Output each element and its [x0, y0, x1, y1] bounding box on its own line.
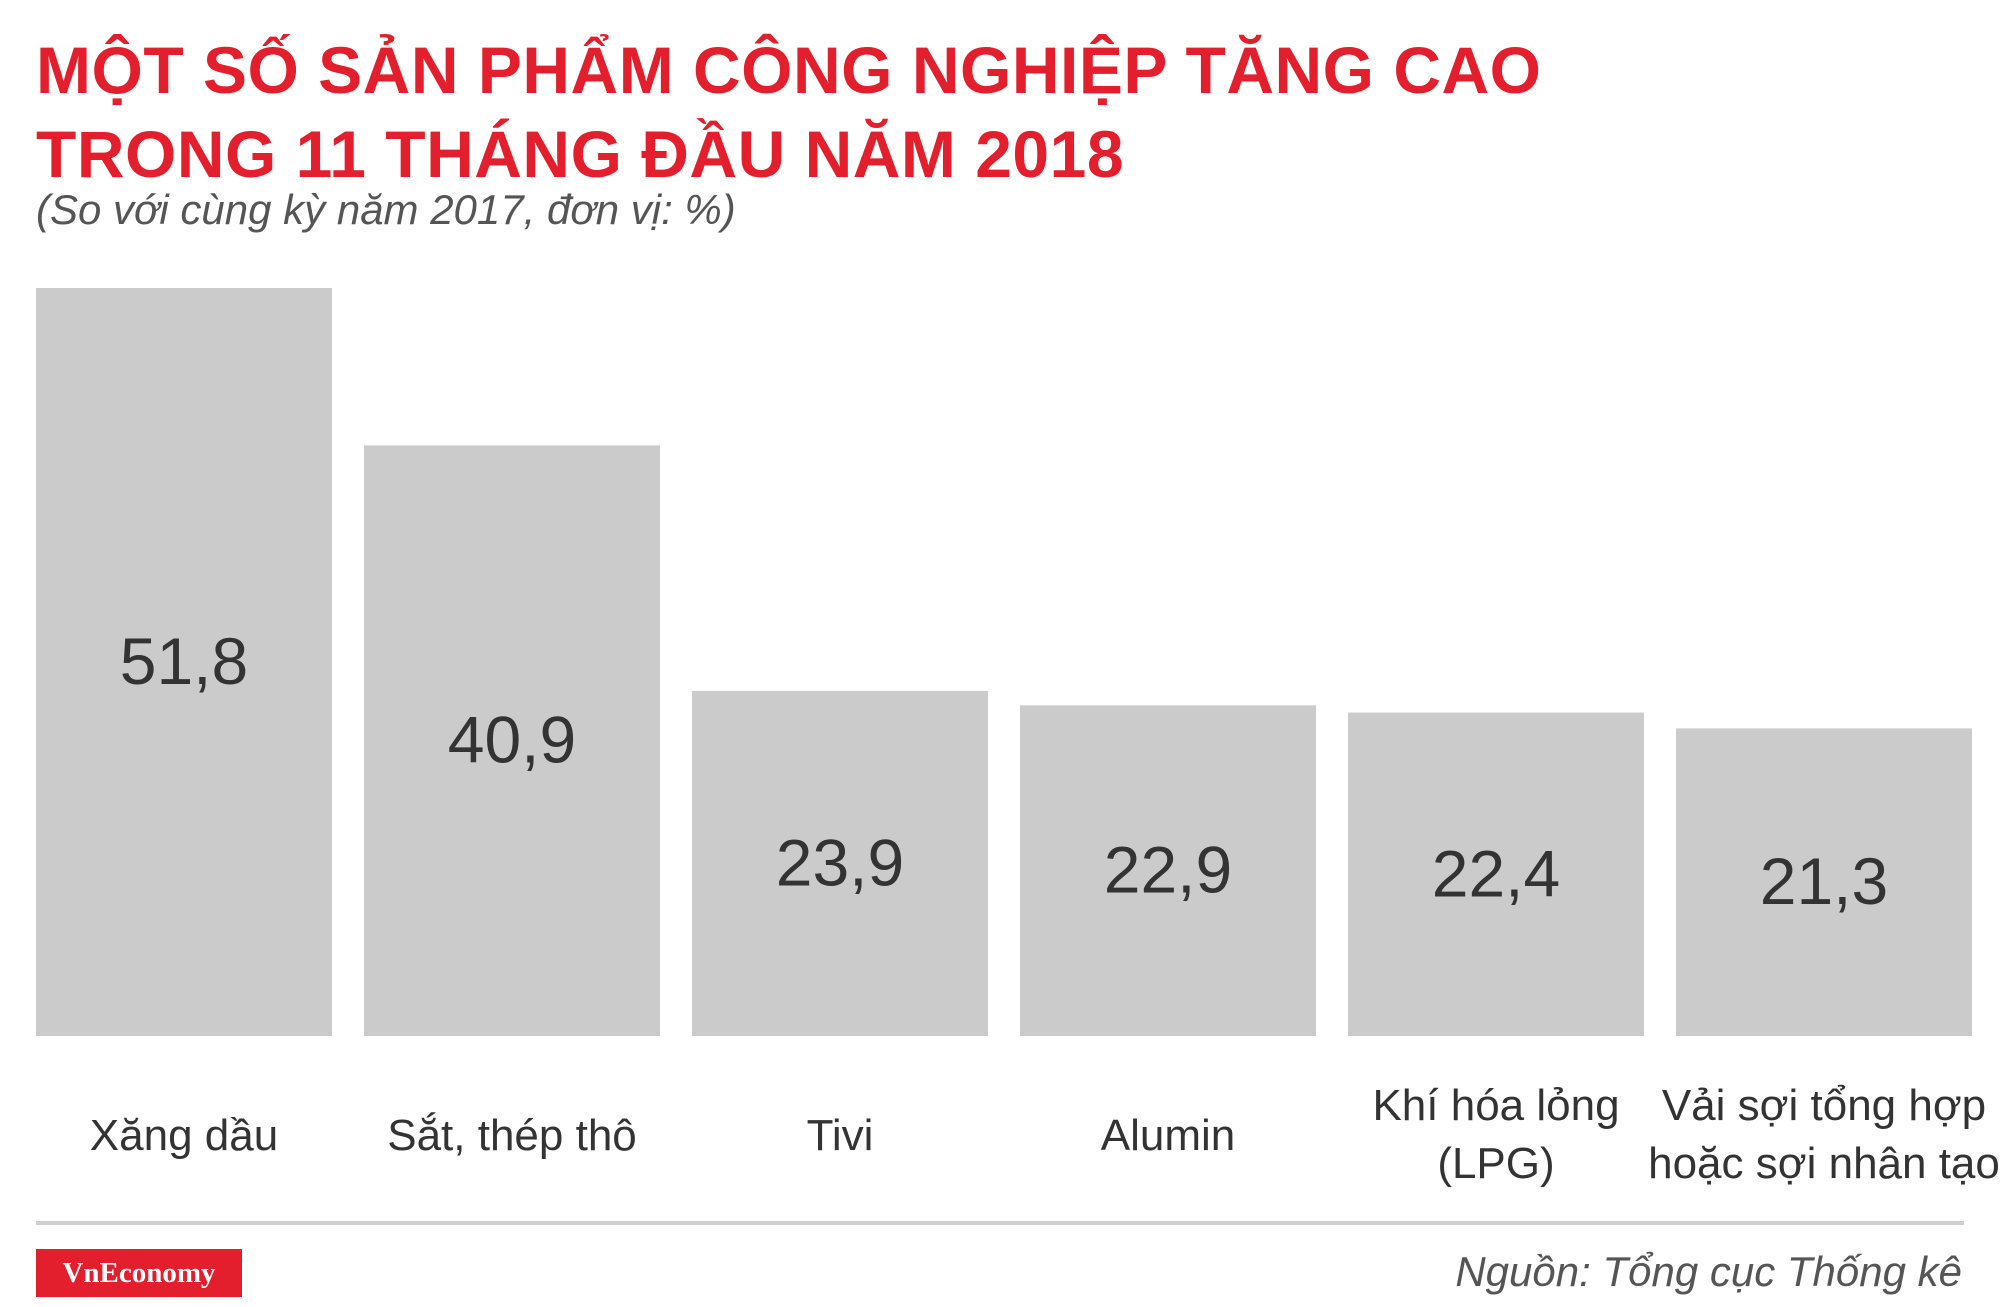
chart-subtitle: (So với cùng kỳ năm 2017, đơn vị: %)	[36, 186, 736, 233]
bar-value-label-4: 22,9	[1104, 833, 1232, 907]
bar-value-label-2: 40,9	[448, 703, 576, 777]
bar-6	[1676, 728, 1972, 1036]
category-label-6-line-2: hoặc sợi nhân tạo	[1648, 1139, 2000, 1188]
bar-3	[692, 690, 988, 1036]
bar-chart: 51,8 Xăng dầu 40,9 Sắt, thép thô 23,9 Tivi 22,…	[36, 288, 2000, 1188]
category-label-5-line-1: Khí hóa lỏng	[1372, 1081, 1619, 1130]
bar-1	[36, 288, 332, 1036]
category-label-5-line-2: (LPG)	[1437, 1139, 1554, 1188]
source-note: Nguồn: Tổng cục Thống kê	[1455, 1248, 1962, 1295]
title-line-1: MỘT SỐ SẢN PHẨM CÔNG NGHIỆP TĂNG CAO	[36, 33, 1542, 107]
chart-title: MỘT SỐ SẢN PHẨM CÔNG NGHIỆP TĂNG CAO TRO…	[36, 28, 1542, 196]
title-line-2: TRONG 11 THÁNG ĐẦU NĂM 2018	[36, 117, 1125, 191]
category-label-2: Sắt, thép thô	[387, 1111, 637, 1160]
bar-value-label-6: 21,3	[1760, 844, 1888, 918]
bar-value-label-5: 22,4	[1432, 836, 1560, 910]
bar-value-label-1: 51,8	[120, 624, 248, 698]
bar-5	[1348, 712, 1644, 1036]
bar-2	[364, 445, 660, 1036]
category-label-1: Xăng dầu	[90, 1111, 278, 1160]
footer-divider	[36, 1221, 1964, 1225]
category-label-4: Alumin	[1101, 1111, 1236, 1160]
bar-value-label-3: 23,9	[776, 825, 904, 899]
category-label-6-line-1: Vải sợi tổng hợp	[1662, 1081, 1986, 1130]
category-label-3: Tivi	[807, 1111, 874, 1160]
vneconomy-logo: VnEconomy	[36, 1249, 242, 1297]
bar-4	[1020, 705, 1316, 1036]
